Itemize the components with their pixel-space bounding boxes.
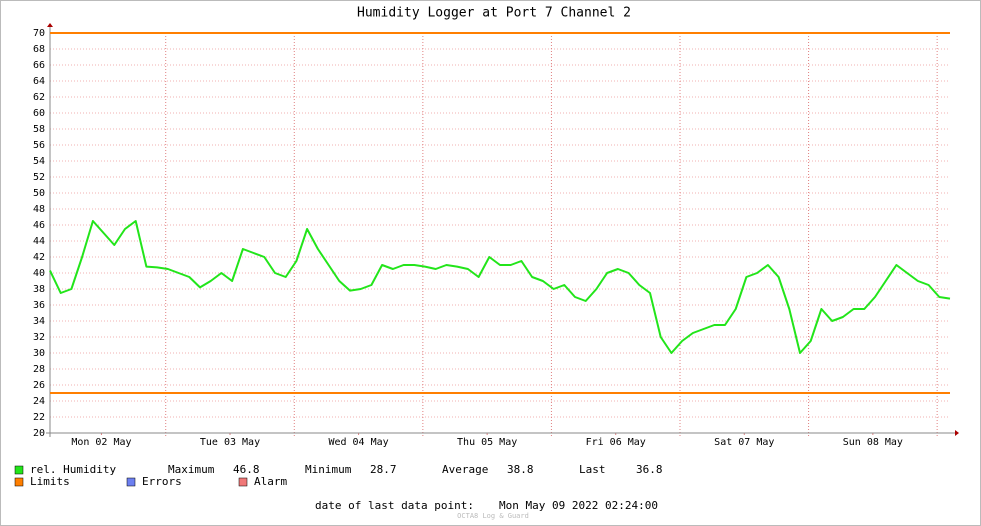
stat-label: Minimum (305, 463, 352, 476)
y-tick-label: 64 (33, 76, 45, 87)
x-tick-label: Thu 05 May (457, 437, 517, 448)
y-tick-label: 56 (33, 140, 45, 151)
x-tick-label: Wed 04 May (328, 437, 388, 448)
y-tick-label: 26 (33, 380, 45, 391)
stat-label: Average (442, 463, 488, 476)
y-tick-label: 24 (33, 396, 45, 407)
legend-label: Alarm (254, 475, 287, 488)
y-tick-label: 40 (33, 268, 45, 279)
y-tick-label: 66 (33, 60, 45, 71)
y-tick-label: 54 (33, 156, 45, 167)
legend-swatch (126, 477, 136, 487)
y-tick-label: 70 (33, 28, 45, 39)
y-tick-label: 36 (33, 300, 45, 311)
stat-value: 28.7 (370, 463, 397, 476)
y-tick-label: 32 (33, 332, 45, 343)
y-tick-label: 44 (33, 236, 45, 247)
y-tick-label: 20 (33, 428, 45, 439)
y-tick-label: 52 (33, 172, 45, 183)
x-tick-label: Tue 03 May (200, 437, 260, 448)
y-tick-label: 30 (33, 348, 45, 359)
y-tick-label: 58 (33, 124, 45, 135)
y-tick-label: 62 (33, 92, 45, 103)
watermark: OCTA8 Log & Guard (457, 512, 529, 520)
footer-date: Mon May 09 2022 02:24:00 (499, 499, 658, 512)
legend-label: Limits (30, 475, 70, 488)
x-axis-arrow (955, 430, 959, 436)
stat-value: 36.8 (636, 463, 663, 476)
legend-swatch (238, 477, 248, 487)
y-tick-label: 38 (33, 284, 45, 295)
y-axis-arrow (47, 23, 53, 27)
legend-label: rel. Humidity (30, 463, 116, 476)
stat-value: 38.8 (507, 463, 534, 476)
chart-title: Humidity Logger at Port 7 Channel 2 (357, 6, 631, 21)
x-tick-label: Mon 02 May (71, 437, 131, 448)
y-tick-label: 60 (33, 108, 45, 119)
stat-label: Maximum (168, 463, 215, 476)
stat-label: Last (579, 463, 606, 476)
y-tick-label: 42 (33, 252, 45, 263)
x-tick-label: Fri 06 May (586, 437, 646, 448)
x-tick-label: Sat 07 May (714, 437, 774, 448)
y-tick-label: 46 (33, 220, 45, 231)
y-tick-label: 68 (33, 44, 45, 55)
stat-value: 46.8 (233, 463, 260, 476)
legend-swatch (14, 477, 24, 487)
y-tick-label: 22 (33, 412, 45, 423)
y-tick-label: 34 (33, 316, 45, 327)
humidity-line (49, 220, 951, 354)
legend-label: Errors (142, 475, 182, 488)
legend-swatch (14, 465, 24, 475)
footer-label: date of last data point: (315, 499, 474, 512)
x-tick-label: Sun 08 May (843, 437, 903, 448)
y-tick-label: 50 (33, 188, 45, 199)
y-tick-label: 48 (33, 204, 45, 215)
y-tick-label: 28 (33, 364, 45, 375)
